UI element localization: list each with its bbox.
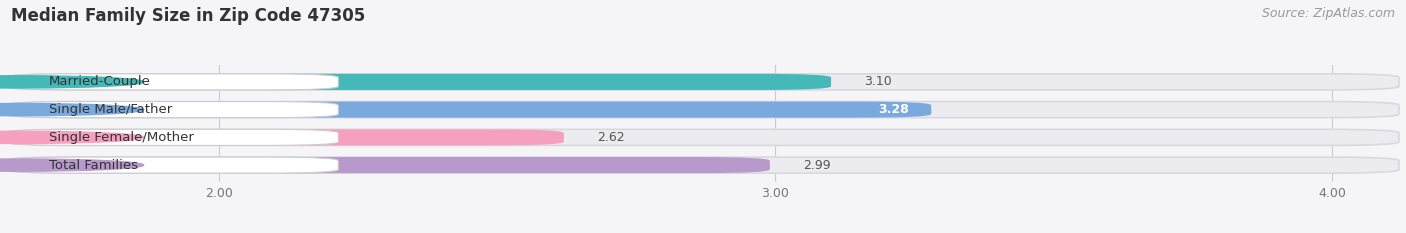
Text: 3.10: 3.10	[865, 75, 893, 88]
Text: Source: ZipAtlas.com: Source: ZipAtlas.com	[1261, 7, 1395, 20]
Text: Total Families: Total Families	[49, 159, 138, 171]
FancyBboxPatch shape	[4, 74, 339, 90]
FancyBboxPatch shape	[4, 129, 339, 145]
Text: Median Family Size in Zip Code 47305: Median Family Size in Zip Code 47305	[11, 7, 366, 25]
FancyBboxPatch shape	[7, 74, 831, 90]
Text: Married-Couple: Married-Couple	[49, 75, 150, 88]
FancyBboxPatch shape	[7, 102, 931, 118]
FancyBboxPatch shape	[7, 157, 770, 173]
Circle shape	[0, 131, 143, 144]
FancyBboxPatch shape	[4, 157, 339, 173]
Text: 2.99: 2.99	[803, 159, 831, 171]
Text: Single Male/Father: Single Male/Father	[49, 103, 172, 116]
Text: 3.28: 3.28	[879, 103, 910, 116]
FancyBboxPatch shape	[7, 102, 1399, 118]
Text: 2.62: 2.62	[598, 131, 624, 144]
FancyBboxPatch shape	[7, 74, 1399, 90]
Circle shape	[0, 76, 143, 88]
Circle shape	[0, 159, 143, 171]
FancyBboxPatch shape	[7, 129, 564, 145]
FancyBboxPatch shape	[4, 102, 339, 118]
Text: Single Female/Mother: Single Female/Mother	[49, 131, 194, 144]
FancyBboxPatch shape	[7, 157, 1399, 173]
Circle shape	[0, 103, 143, 116]
FancyBboxPatch shape	[7, 129, 1399, 145]
